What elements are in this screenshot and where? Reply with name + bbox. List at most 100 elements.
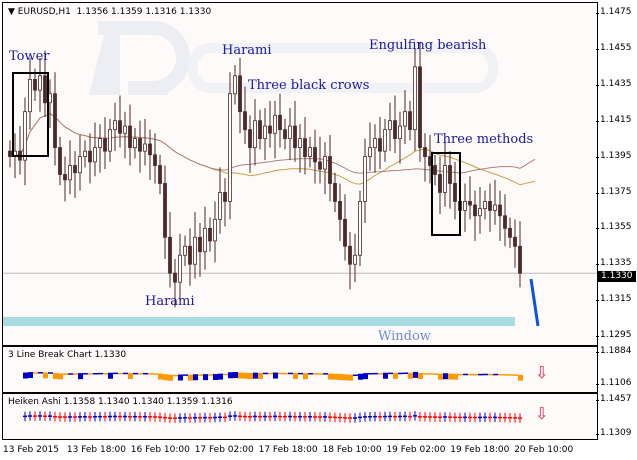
line-break-block [28, 372, 33, 379]
main-chart[interactable]: ▼ EURUSD,H1 1.1356 1.1359 1.1316 1.1330 … [2, 2, 598, 346]
line-break-panel[interactable]: 3 Line Break Chart 1.1330 ⇩ [2, 346, 598, 393]
line-break-block [138, 373, 143, 375]
ha-candle [93, 416, 97, 418]
line-break-block [103, 373, 108, 375]
ha-candle [263, 415, 267, 418]
line-break-block [468, 373, 473, 376]
ha-candle [318, 416, 322, 418]
time-tick: 17 Feb 18:00 [258, 445, 318, 455]
ha-candle [53, 416, 57, 418]
candle-body [418, 66, 422, 148]
ha-candle [498, 416, 502, 419]
line-break-block [38, 372, 43, 374]
candle-body [508, 227, 512, 238]
line-break-block [368, 373, 373, 375]
line-break-block [113, 372, 118, 375]
ha-candle [113, 415, 117, 418]
line-break-block [428, 373, 433, 375]
line-break-block [343, 374, 348, 381]
price-tick: 1.1335 [596, 258, 632, 269]
ha-candle [488, 416, 492, 419]
candle-body [103, 138, 107, 152]
line-break-block [493, 373, 498, 376]
ha-candle [468, 416, 472, 419]
time-tick: 18 Feb 10:00 [322, 445, 382, 455]
candle-body [253, 120, 257, 148]
ha-candle [483, 416, 487, 419]
candle-body [518, 245, 522, 274]
candle-body [503, 215, 507, 229]
line-break-block [148, 373, 153, 375]
moving-average-1 [9, 112, 536, 186]
time-tick: 13 Feb 18:00 [66, 445, 126, 455]
ha-candle [303, 416, 307, 418]
ha-candle [373, 415, 377, 418]
ha-candle [148, 416, 152, 418]
candle-body [213, 218, 217, 242]
line-break-block [288, 372, 293, 375]
candle-body [78, 156, 82, 174]
line-break-block [478, 373, 483, 376]
watermark-logo [89, 21, 498, 95]
candle-body [323, 156, 327, 170]
ha-candle [433, 416, 437, 418]
moving-average-2 [9, 112, 536, 174]
candle-body [198, 236, 202, 253]
candle-body [288, 125, 292, 140]
ha-candle [103, 416, 107, 418]
ind2-axis-max: 1.1457 [596, 394, 632, 404]
line-break-block [83, 373, 88, 375]
candle-body [33, 78, 37, 91]
dropdown-icon[interactable]: ▼ [8, 7, 15, 17]
candle-body [363, 156, 367, 202]
ha-candle [218, 416, 222, 418]
ha-candle [493, 416, 497, 419]
ha-candle [418, 416, 422, 418]
candle-body [468, 201, 472, 206]
candle-body [403, 111, 407, 127]
line-break-block [388, 372, 393, 375]
ha-candle [228, 415, 232, 417]
ind2-axis-min: 1.1309 [596, 428, 632, 438]
line-break-block [408, 372, 413, 379]
candle-body [128, 125, 132, 148]
line-break-block [308, 373, 313, 375]
ha-candle [108, 415, 112, 418]
label-harami: Harami [222, 43, 272, 58]
ha-candle [343, 417, 347, 419]
line-break-block [348, 374, 353, 381]
ha-candle [428, 416, 432, 418]
line-break-block [143, 372, 148, 375]
ha-candle [73, 416, 77, 418]
candle-body [448, 165, 452, 184]
tower-box [12, 72, 49, 157]
heiken-ashi-panel[interactable]: Heiken Ashi 1.1358 1.1340 1.1340 1.1359 … [2, 393, 598, 440]
line-break-block [263, 372, 268, 375]
candle-body [343, 218, 347, 247]
candle-body [203, 227, 207, 253]
candle-body [113, 120, 117, 131]
candle-body [83, 150, 87, 157]
candle-body [328, 156, 332, 184]
ha-candle [33, 415, 37, 417]
line-break-block [108, 372, 113, 379]
candle-body [408, 111, 412, 131]
line-break-block [63, 373, 68, 375]
candle-body [433, 165, 437, 175]
ha-candle [243, 415, 247, 418]
candle-body [68, 165, 72, 181]
line-break-block [98, 372, 103, 375]
candle-body [143, 143, 147, 152]
ha-candle [308, 416, 312, 418]
line-break-block [208, 374, 213, 376]
line-break-block [513, 374, 518, 376]
candle-body [58, 147, 62, 175]
line-break-block [238, 372, 243, 379]
line-break-block [363, 373, 368, 380]
ha-candle [88, 416, 92, 418]
ha-candle [158, 416, 162, 418]
ohlc: 1.1356 1.1359 1.1316 1.1330 [76, 7, 212, 17]
line-break-block [203, 374, 208, 381]
ha-candle [298, 415, 302, 418]
candle-body [513, 236, 517, 247]
